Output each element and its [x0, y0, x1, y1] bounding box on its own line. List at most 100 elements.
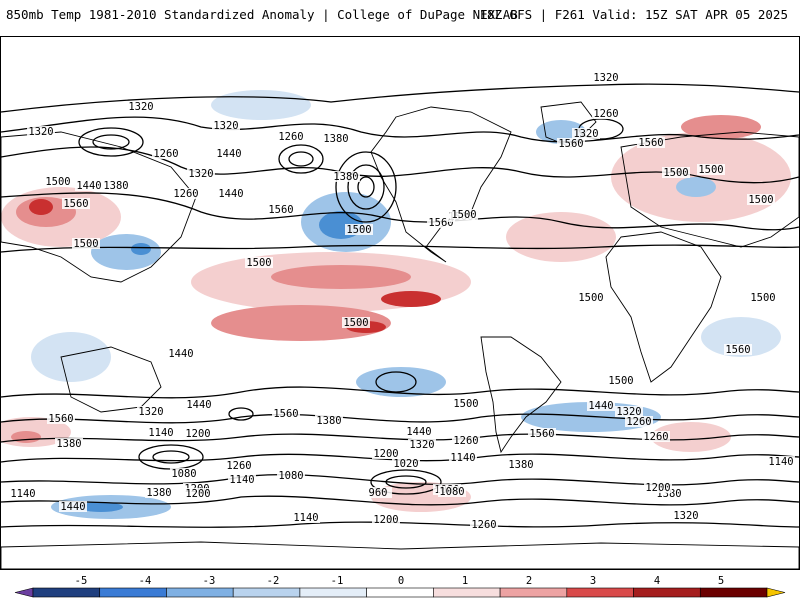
- height-contour: [357, 176, 375, 198]
- height-contour: [375, 371, 417, 393]
- contour-label: 1500: [748, 194, 773, 206]
- contour-label: 1500: [73, 238, 98, 250]
- contour-label: 1560: [725, 344, 750, 356]
- contour-label: 1560: [48, 413, 73, 425]
- map-title: 850mb Temp 1981-2010 Standardized Anomal…: [6, 7, 518, 22]
- contour-label: 1140: [450, 452, 475, 464]
- contour-label-bg: [572, 128, 600, 139]
- contour-label-bg: [62, 198, 90, 209]
- contour-label-bg: [364, 487, 392, 498]
- contour-label-bg: [75, 180, 103, 191]
- contour-label-bg: [470, 519, 498, 530]
- contour-label: 1200: [185, 488, 210, 500]
- contour-label-bg: [637, 137, 665, 148]
- contour-label-bg: [102, 180, 130, 191]
- height-contour: [335, 151, 397, 223]
- contour-label: 1260: [453, 435, 478, 447]
- antarctica-outline: [1, 541, 799, 569]
- contour-label: 1380: [146, 487, 171, 499]
- contour-label: 1260: [153, 148, 178, 160]
- contour-label-bg: [145, 487, 173, 498]
- cool-anomaly-area: [356, 367, 446, 397]
- contour-label: 1500: [346, 224, 371, 236]
- north-america-outline: [370, 106, 512, 263]
- colorbar-segment: [299, 587, 367, 598]
- contour-label-bg: [577, 292, 605, 303]
- contour-label: 1440: [588, 400, 613, 412]
- contour-label-bg: [592, 72, 620, 83]
- warm-anomaly-area: [651, 422, 731, 452]
- contour-label: 1020: [393, 458, 418, 470]
- height-contour: [1, 413, 799, 424]
- contour-label-bg: [392, 458, 420, 469]
- contour-label-bg: [507, 459, 535, 470]
- height-contour: [92, 134, 130, 150]
- cool-anomaly-area: [79, 502, 123, 512]
- cool-anomaly-area: [701, 317, 781, 357]
- height-contour: [1, 453, 799, 463]
- contour-label-bg: [9, 488, 37, 499]
- contour-label: 1320: [188, 168, 213, 180]
- contour-label-bg: [225, 460, 253, 471]
- contour-label-bg: [528, 428, 556, 439]
- contour-label: 1560: [558, 138, 583, 150]
- contour-label: 1500: [453, 398, 478, 410]
- contour-label-bg: [184, 488, 212, 499]
- contour-label-bg: [747, 194, 775, 205]
- height-contour: [370, 469, 442, 495]
- contour-label-bg: [449, 452, 477, 463]
- contour-label-bg: [59, 501, 87, 512]
- contour-label-bg: [127, 101, 155, 112]
- cool-anomaly-area: [211, 90, 311, 120]
- contour-label: 1500: [698, 164, 723, 176]
- contour-label-bg: [212, 120, 240, 131]
- warm-anomaly-area: [29, 199, 53, 215]
- contour-label: 1380: [56, 438, 81, 450]
- height-contour: [1, 116, 799, 143]
- contour-label: 1500: [578, 292, 603, 304]
- contour-label: 1440: [216, 148, 241, 160]
- colorbar-tick-label: -4: [139, 575, 152, 587]
- warm-anomaly-area: [211, 305, 391, 341]
- contour-label-bg: [372, 514, 400, 525]
- colorbar-tick-label: 4: [654, 575, 660, 587]
- contour-label-bg: [749, 292, 777, 303]
- contour-label-bg: [452, 435, 480, 446]
- warm-anomaly-area: [381, 291, 441, 307]
- colorbar-min-arrow: [14, 587, 34, 598]
- contour-label-bg: [185, 399, 213, 410]
- colorbar-segment: [499, 587, 568, 598]
- map-panel[interactable]: 1320 1320 1320 1260 1320 1440 1260 1380 1380 1320…: [0, 36, 800, 570]
- height-contour: [152, 450, 190, 464]
- contour-label: 1500: [608, 375, 633, 387]
- warm-anomaly-area: [271, 265, 411, 289]
- contour-label: 1380: [316, 415, 341, 427]
- height-contour: [1, 386, 799, 399]
- contour-label-bg: [427, 217, 455, 228]
- run-info: 18Z GFS | F261 Valid: 15Z SAT APR 05 202…: [479, 7, 788, 22]
- contour-label-bg: [167, 348, 195, 359]
- contour-label: 960: [369, 487, 388, 499]
- contour-label-bg: [292, 512, 320, 523]
- contour-label-bg: [217, 188, 245, 199]
- contour-label: 1320: [573, 128, 598, 140]
- contour-label-bg: [55, 438, 83, 449]
- colorbar-segment: [166, 587, 234, 598]
- contour-label: 1260: [226, 460, 251, 472]
- contour-label-bg: [615, 406, 643, 417]
- contour-label-bg: [184, 428, 212, 439]
- contour-label-bg: [450, 209, 478, 220]
- contour-label: 1320: [128, 101, 153, 113]
- height-contour: [278, 144, 324, 174]
- contour-label-bg: [767, 456, 795, 467]
- colorbar-tick-label: 2: [526, 575, 532, 587]
- contour-label-bg: [557, 138, 585, 149]
- contour-label-bg: [277, 131, 305, 142]
- height-contour: [347, 164, 385, 210]
- contour-label-bg: [345, 224, 373, 235]
- contour-label: 1140: [768, 456, 793, 468]
- contour-label-bg: [267, 204, 295, 215]
- contour-label-bg: [245, 257, 273, 268]
- contour-label: 1140: [148, 427, 173, 439]
- header: 850mb Temp 1981-2010 Standardized Anomal…: [0, 0, 800, 36]
